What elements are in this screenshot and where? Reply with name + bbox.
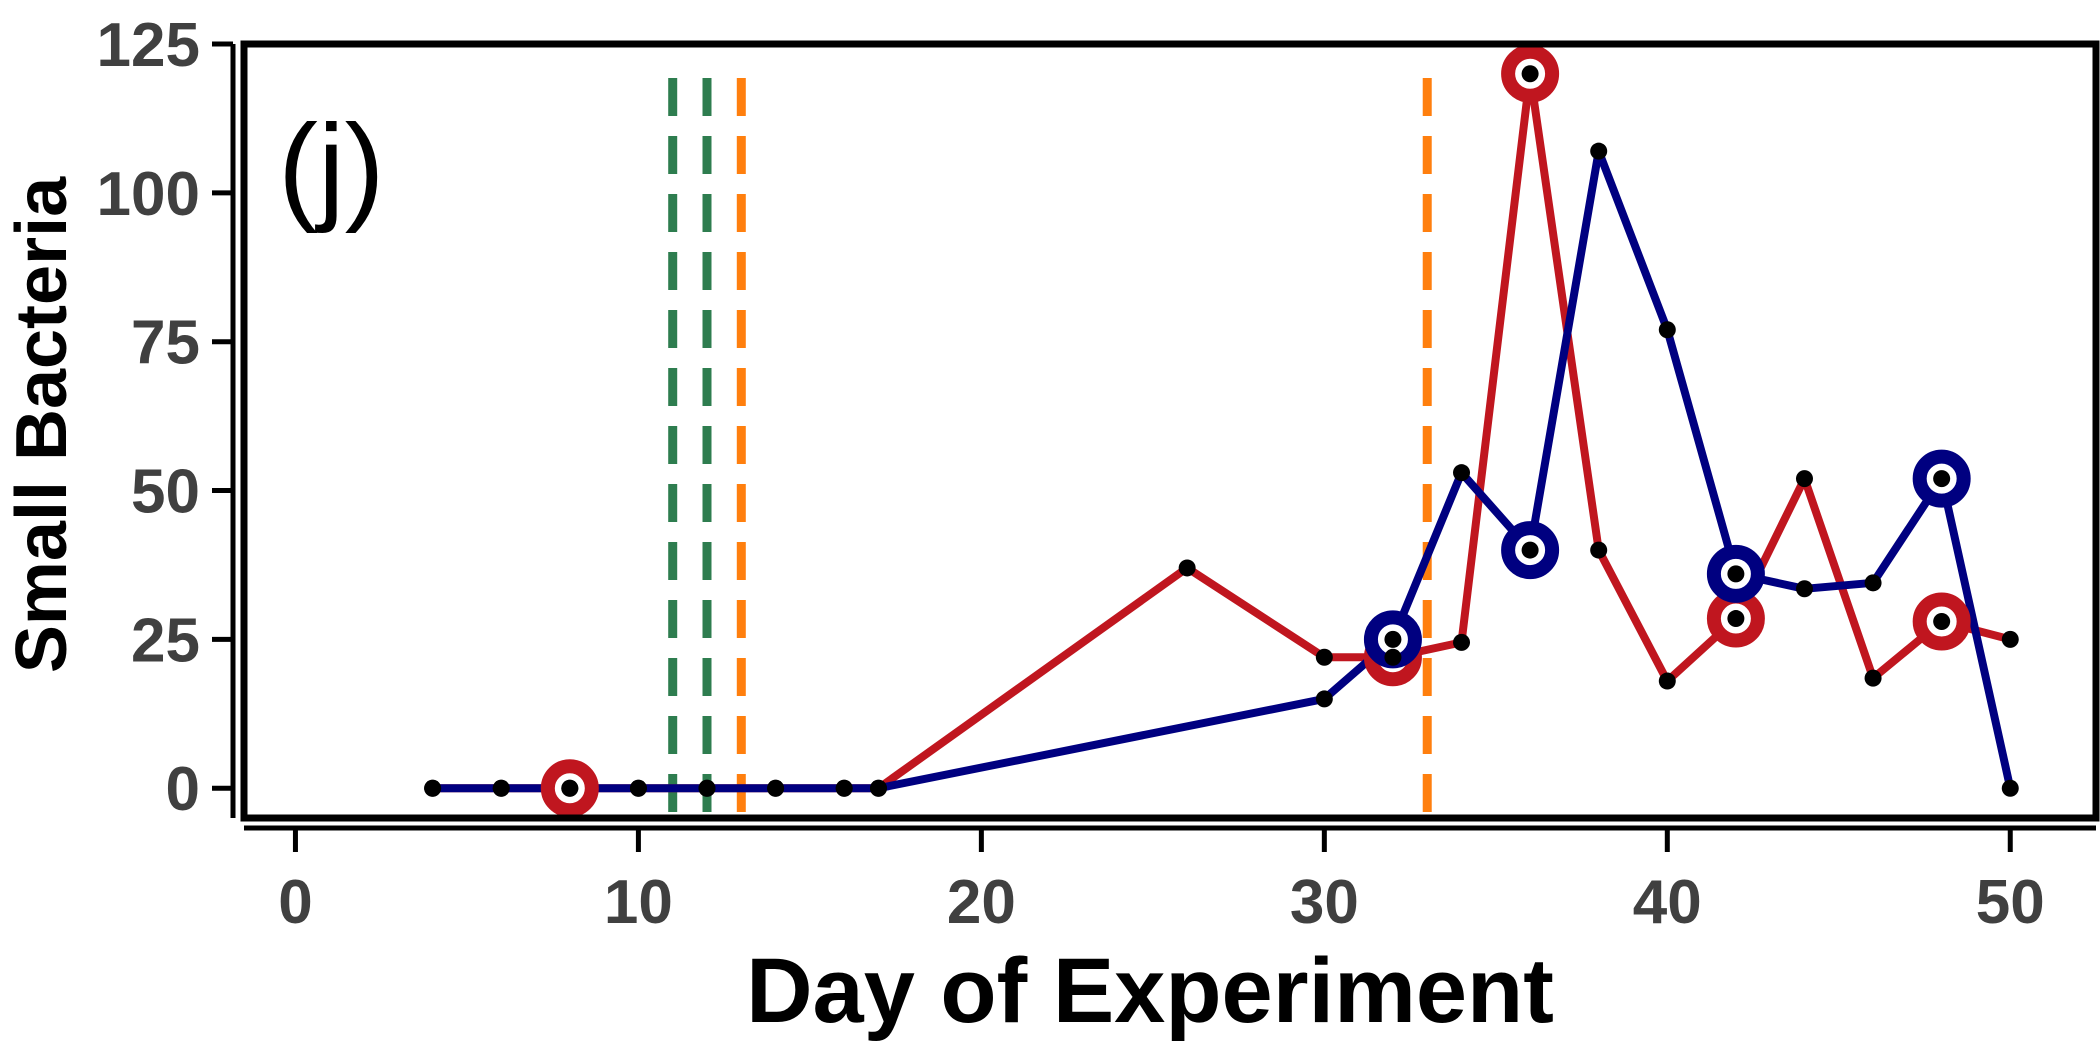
data-point-s0-x36	[1521, 65, 1539, 83]
y-tick-label-100: 100	[97, 160, 200, 229]
data-point-s1-x46	[1864, 574, 1882, 592]
x-tick-label-20: 20	[947, 868, 1016, 937]
data-point-s0-x48	[1933, 613, 1951, 631]
x-tick-label-30: 30	[1290, 868, 1359, 937]
x-tick-label-50: 50	[1976, 868, 2045, 937]
data-point-s0-x42	[1727, 610, 1745, 628]
y-tick-label-125: 125	[97, 11, 200, 80]
data-point-s1-x16	[835, 779, 853, 797]
data-point-s1-x50	[2001, 779, 2019, 797]
x-axis-title: Day of Experiment	[746, 940, 1554, 1042]
data-point-s1-x42	[1727, 565, 1745, 583]
x-axis: 0 10 20 30 40 50	[244, 825, 2096, 937]
data-point-s1-x32	[1384, 630, 1402, 648]
data-point-s1-x34	[1453, 464, 1471, 482]
data-point-s1-x10	[629, 779, 647, 797]
y-axis: 0 25 50 75 100 125	[97, 11, 236, 824]
data-point-s1-x36	[1521, 541, 1539, 559]
data-point-s0-x30	[1315, 648, 1333, 666]
x-tick-label-0: 0	[278, 868, 312, 937]
data-point-s0-x34	[1453, 633, 1471, 651]
data-point-s1-x8	[561, 779, 579, 797]
plot-frame	[240, 40, 2100, 822]
data-point-s1-x14	[767, 779, 785, 797]
data-points	[424, 65, 2019, 797]
data-point-s1-x30	[1315, 690, 1333, 708]
data-point-s0-x44	[1795, 470, 1813, 488]
y-tick-label-75: 75	[131, 309, 200, 378]
data-point-s1-x38	[1590, 142, 1608, 160]
data-point-s0-x38	[1590, 541, 1608, 559]
data-point-s0-x46	[1864, 669, 1882, 687]
data-point-s0-x50	[2001, 630, 2019, 648]
panel-label: (j)	[278, 100, 385, 234]
data-point-s0-x26	[1178, 559, 1196, 577]
vertical-reference-lines	[668, 78, 1432, 818]
data-point-s1-x12	[698, 779, 716, 797]
data-point-s1-x44	[1795, 580, 1813, 598]
y-tick-label-50: 50	[131, 458, 200, 527]
data-point-s1-x40	[1658, 321, 1676, 339]
data-point-s1-x4	[424, 779, 442, 797]
y-axis-title: Small Bacteria	[2, 176, 82, 673]
data-point-s1-x6	[492, 779, 510, 797]
y-tick-label-25: 25	[131, 606, 200, 675]
data-point-s1-x48	[1933, 470, 1951, 488]
highlight-rings	[540, 44, 1971, 818]
data-point-s0-x32	[1384, 648, 1402, 666]
data-point-s0-x40	[1658, 672, 1676, 690]
x-tick-label-10: 10	[604, 868, 673, 937]
data-point-s1-x17	[869, 779, 887, 797]
y-tick-label-0: 0	[166, 755, 200, 824]
x-tick-label-40: 40	[1633, 868, 1702, 937]
